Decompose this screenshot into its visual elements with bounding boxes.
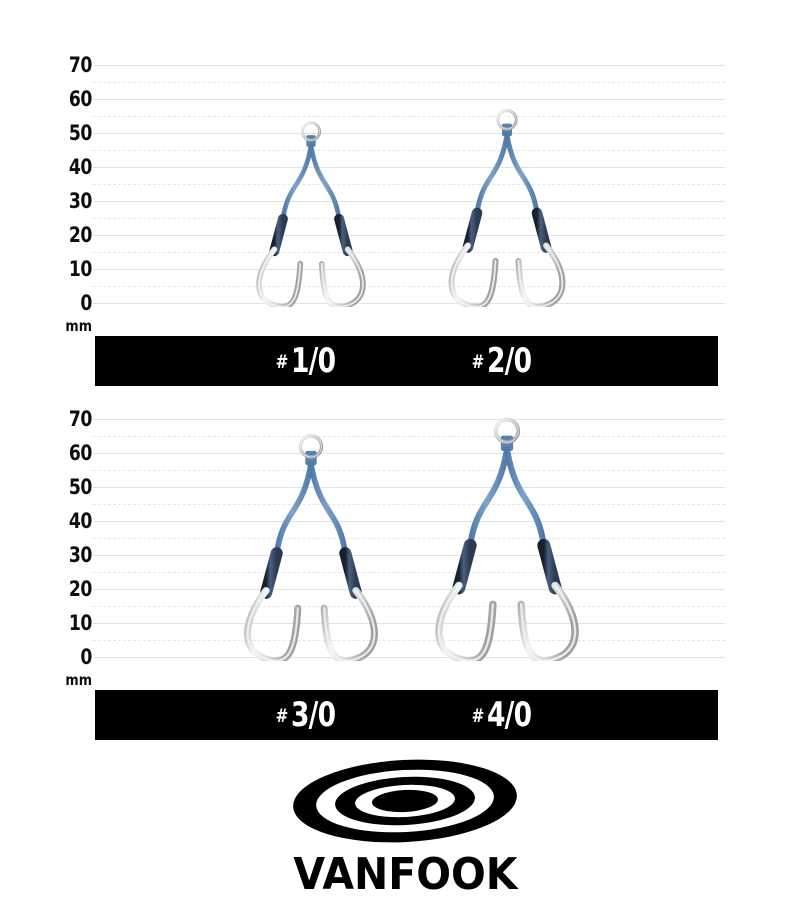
- gridline-0: [93, 657, 725, 658]
- hook-illustration-1-0: [201, 57, 421, 307]
- hash-symbol: #: [471, 705, 485, 727]
- y-axis-tick-10: 10: [68, 611, 93, 635]
- gridline-55: [93, 470, 725, 471]
- gridline-0: [93, 303, 725, 304]
- gridline-15: [93, 252, 725, 253]
- y-axis-tick-30: 30: [68, 543, 93, 567]
- size-number: 3/0: [291, 695, 336, 735]
- gridline-35: [93, 184, 725, 185]
- gridline-30: [93, 201, 725, 202]
- gridline-10: [93, 269, 725, 270]
- hook-illustration-4-0: [397, 411, 617, 661]
- y-axis-tick-70: 70: [68, 407, 93, 431]
- y-axis-tick-20: 20: [68, 577, 93, 601]
- y-axis-unit-label: mm: [65, 317, 92, 335]
- size-label-4-0: #4/0: [447, 690, 567, 740]
- y-axis-tick-70: 70: [68, 53, 93, 77]
- y-axis-tick-0: 0: [80, 291, 92, 315]
- y-axis-tick-40: 40: [68, 509, 93, 533]
- y-axis-tick-30: 30: [68, 189, 93, 213]
- gridline-5: [93, 640, 725, 641]
- gridline-60: [93, 453, 725, 454]
- y-axis-tick-50: 50: [68, 475, 93, 499]
- gridline-35: [93, 538, 725, 539]
- gridline-45: [93, 504, 725, 505]
- hook-illustration-2-0: [397, 57, 617, 307]
- hash-symbol: #: [471, 351, 485, 373]
- gridline-55: [93, 116, 725, 117]
- gridline-15: [93, 606, 725, 607]
- y-axis-row-2: 70 60 50 40 30 20 10 0 mm: [46, 407, 93, 688]
- gridline-25: [93, 218, 725, 219]
- gridline-70: [93, 65, 725, 66]
- size-label-2-0: #2/0: [447, 336, 567, 386]
- y-axis-tick-50: 50: [68, 121, 93, 145]
- size-number: 2/0: [487, 341, 532, 381]
- gridline-60: [93, 99, 725, 100]
- y-axis-tick-10: 10: [68, 257, 93, 281]
- size-label-1-0: #1/0: [251, 336, 371, 386]
- plot-area-row-2: [93, 409, 725, 661]
- gridline-20: [93, 589, 725, 590]
- gridline-30: [93, 555, 725, 556]
- vanfook-logo-icon: [289, 758, 521, 849]
- hash-symbol: #: [275, 705, 289, 727]
- brand-wordmark: VANFOOK: [292, 849, 518, 900]
- gridline-20: [93, 235, 725, 236]
- size-label-bar-row-1: #1/0 #2/0: [95, 336, 718, 386]
- y-axis-tick-20: 20: [68, 223, 93, 247]
- y-axis-tick-40: 40: [68, 155, 93, 179]
- hook-illustrations-row-1: [93, 55, 725, 307]
- y-axis-tick-0: 0: [80, 645, 92, 669]
- brand-block: VANFOOK: [0, 758, 810, 897]
- hook-illustrations-row-2: [93, 409, 725, 661]
- y-axis-row-1: 70 60 50 40 30 20 10 0 mm: [46, 53, 93, 334]
- y-axis-tick-60: 60: [68, 87, 93, 111]
- gridline-40: [93, 521, 725, 522]
- y-axis-unit-label: mm: [65, 671, 92, 689]
- gridline-65: [93, 82, 725, 83]
- gridline-10: [93, 623, 725, 624]
- gridline-50: [93, 487, 725, 488]
- hook-illustration-3-0: [201, 411, 421, 661]
- size-label-bar-row-2: #3/0 #4/0: [95, 690, 718, 740]
- gridline-50: [93, 133, 725, 134]
- gridline-70: [93, 419, 725, 420]
- size-label-3-0: #3/0: [251, 690, 371, 740]
- hash-symbol: #: [275, 351, 289, 373]
- gridline-45: [93, 150, 725, 151]
- gridline-40: [93, 167, 725, 168]
- gridline-5: [93, 286, 725, 287]
- gridline-25: [93, 572, 725, 573]
- gridline-65: [93, 436, 725, 437]
- size-number: 4/0: [487, 695, 532, 735]
- plot-area-row-1: [93, 55, 725, 307]
- size-number: 1/0: [291, 341, 336, 381]
- y-axis-tick-60: 60: [68, 441, 93, 465]
